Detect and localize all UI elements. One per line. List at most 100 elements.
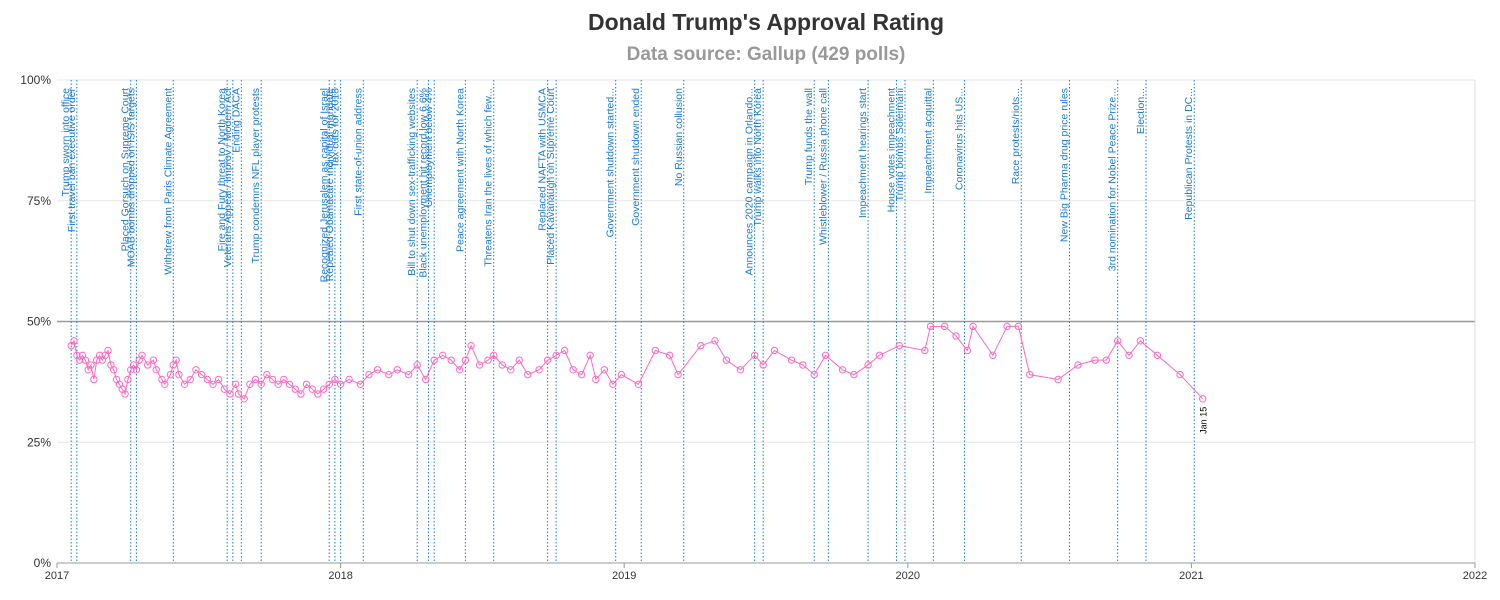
point: [430, 356, 438, 364]
point: [617, 370, 626, 379]
event-label: Black unemployment hit record low 6.6%: [418, 88, 430, 278]
point: [600, 366, 609, 374]
point: [821, 351, 830, 360]
point: [81, 356, 90, 364]
point: [285, 380, 294, 388]
point: [186, 375, 194, 384]
point: [231, 380, 240, 388]
point: [963, 346, 972, 355]
point: [325, 380, 333, 388]
event-label: Coronavirus hits US...: [954, 88, 966, 190]
point: [234, 390, 243, 398]
event-label: Trump condemns NFL player protests: [250, 88, 262, 263]
point: [461, 356, 470, 364]
point: [560, 346, 569, 355]
point: [220, 385, 229, 393]
point: [104, 346, 112, 355]
point: [484, 356, 492, 364]
x-tick-label: 2022: [1463, 570, 1487, 582]
point: [268, 375, 277, 384]
point: [1153, 351, 1162, 360]
point: [1102, 356, 1111, 364]
point: [1014, 322, 1023, 331]
point: [385, 370, 393, 379]
event-label: Republican Protests in DC...: [1183, 88, 1195, 220]
event-label: Government shutdown ended: [630, 88, 642, 226]
point: [1125, 351, 1133, 360]
point: [592, 375, 600, 384]
point: [697, 341, 705, 350]
point: [345, 375, 353, 384]
point: [609, 380, 617, 388]
point: [895, 341, 903, 350]
event-label: Impeachment acquittal: [922, 88, 934, 194]
event-label: Trump sworn into office: [60, 88, 72, 197]
y-tick-label: 75%: [27, 194, 51, 208]
event-label: Race protests/riots...: [1010, 88, 1022, 184]
point: [149, 356, 158, 364]
event-label: Impeachment hearings start: [857, 88, 869, 218]
event-label: Recognized Jerusalem as capital of Israe…: [318, 88, 330, 282]
point: [1136, 337, 1145, 345]
point: [365, 370, 373, 379]
point: [543, 356, 552, 364]
event-label: Government shutdown started...: [605, 88, 617, 237]
point: [524, 370, 532, 379]
point: [1113, 337, 1122, 345]
point: [336, 380, 345, 388]
point: [152, 366, 160, 374]
point: [490, 351, 498, 360]
point: [569, 366, 577, 374]
point: [498, 361, 506, 369]
point: [121, 390, 129, 398]
point: [1091, 356, 1099, 364]
x-tick-label: 2017: [45, 570, 69, 582]
event-label: Tax cuts for 2018: [330, 88, 342, 168]
point: [175, 370, 183, 379]
event-label: Trump bombs Soleimani: [894, 88, 906, 201]
x-tick-label: 2021: [1179, 570, 1203, 582]
x-tick-label: 2018: [328, 570, 352, 582]
point: [319, 385, 328, 393]
chart-subtitle: Data source: Gallup (429 polls): [627, 44, 906, 65]
point: [651, 346, 660, 355]
y-tick-label: 100%: [20, 73, 51, 87]
event-label: Bill to shut down sex-trafficking websit…: [406, 88, 418, 276]
point: [404, 370, 413, 379]
point: [373, 366, 382, 374]
point: [138, 351, 146, 360]
event-label: First state-of-union address: [352, 88, 364, 216]
point: [251, 375, 260, 384]
event-label: Election...: [1135, 88, 1147, 134]
event-label: Whistleblower / Russia phone call: [817, 88, 829, 245]
point: [240, 395, 248, 403]
point: [110, 366, 118, 374]
point: [940, 322, 949, 331]
point: [875, 351, 884, 360]
event-label: Threatens Iran the lives of which few...: [483, 88, 495, 267]
point: [214, 375, 223, 384]
point: [393, 366, 402, 374]
point: [314, 390, 322, 398]
point: [280, 375, 288, 384]
x-tick-label: 2019: [612, 570, 636, 582]
point: [90, 375, 98, 384]
event-label: Trump funds the wall: [803, 88, 815, 185]
point: [1074, 361, 1082, 369]
event-label: Peace agreement with North Korea: [454, 88, 466, 252]
point: [421, 375, 430, 384]
point: [356, 380, 365, 388]
y-tick-label: 0%: [34, 556, 52, 570]
point: [1026, 370, 1034, 379]
point: [274, 380, 282, 388]
point: [989, 351, 997, 360]
point: [467, 341, 475, 350]
point: [257, 380, 265, 388]
point: [203, 375, 212, 384]
event-label: Trump walks into North Korea: [752, 88, 764, 227]
point: [226, 390, 234, 398]
point: [586, 351, 594, 360]
y-tick-label: 50%: [27, 315, 51, 329]
point: [674, 370, 682, 379]
point: [926, 322, 935, 331]
